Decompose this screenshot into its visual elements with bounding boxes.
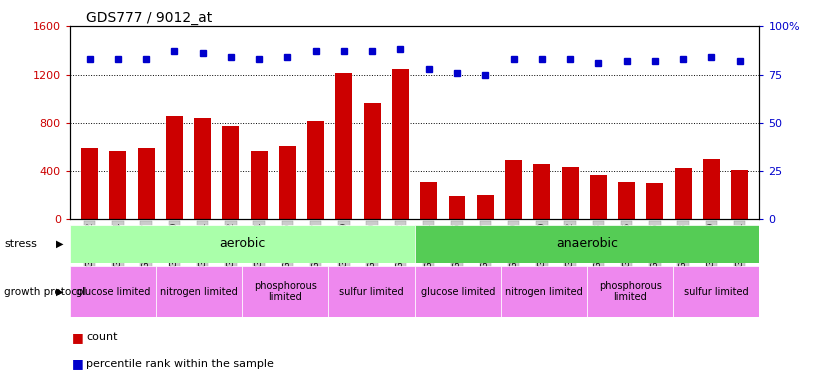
Bar [534, 165, 550, 219]
Bar [732, 170, 748, 219]
Bar [336, 73, 352, 219]
Bar [562, 168, 579, 219]
Bar [646, 183, 663, 219]
Text: nitrogen limited: nitrogen limited [505, 286, 583, 297]
Bar [703, 159, 720, 219]
Bar [675, 168, 691, 219]
Bar [364, 104, 381, 219]
Bar [222, 126, 240, 219]
Text: sulfur limited: sulfur limited [684, 286, 749, 297]
Bar [589, 175, 607, 219]
Bar [415, 225, 759, 262]
Bar [415, 266, 501, 317]
Text: count: count [86, 333, 117, 342]
Bar [81, 148, 98, 219]
Text: nitrogen limited: nitrogen limited [160, 286, 238, 297]
Text: ▶: ▶ [56, 286, 63, 297]
Bar [250, 151, 268, 219]
Bar [618, 182, 635, 219]
Bar [587, 266, 673, 317]
Text: GDS777 / 9012_at: GDS777 / 9012_at [86, 11, 213, 25]
Bar [70, 266, 156, 317]
Text: anaerobic: anaerobic [556, 237, 618, 250]
Text: phosphorous
limited: phosphorous limited [254, 281, 317, 302]
Text: glucose limited: glucose limited [420, 286, 495, 297]
Bar [448, 196, 466, 219]
Bar [156, 266, 242, 317]
Text: glucose limited: glucose limited [76, 286, 150, 297]
Text: ■: ■ [72, 357, 84, 370]
Bar [420, 182, 438, 219]
Bar [392, 69, 409, 219]
Bar [673, 266, 759, 317]
Text: phosphorous
limited: phosphorous limited [599, 281, 662, 302]
Text: stress: stress [4, 239, 37, 249]
Bar [138, 148, 154, 219]
Bar [194, 118, 211, 219]
Bar [501, 266, 587, 317]
Text: growth protocol: growth protocol [4, 286, 86, 297]
Text: percentile rank within the sample: percentile rank within the sample [86, 359, 274, 369]
Bar [279, 146, 296, 219]
Bar [477, 195, 493, 219]
Bar [307, 121, 324, 219]
Bar [328, 266, 415, 317]
Bar [505, 160, 522, 219]
Text: ■: ■ [72, 331, 84, 344]
Text: ▶: ▶ [56, 239, 63, 249]
Bar [166, 116, 183, 219]
Bar [242, 266, 328, 317]
Text: sulfur limited: sulfur limited [339, 286, 404, 297]
Bar [109, 151, 126, 219]
Text: aerobic: aerobic [219, 237, 265, 250]
Bar [70, 225, 415, 262]
